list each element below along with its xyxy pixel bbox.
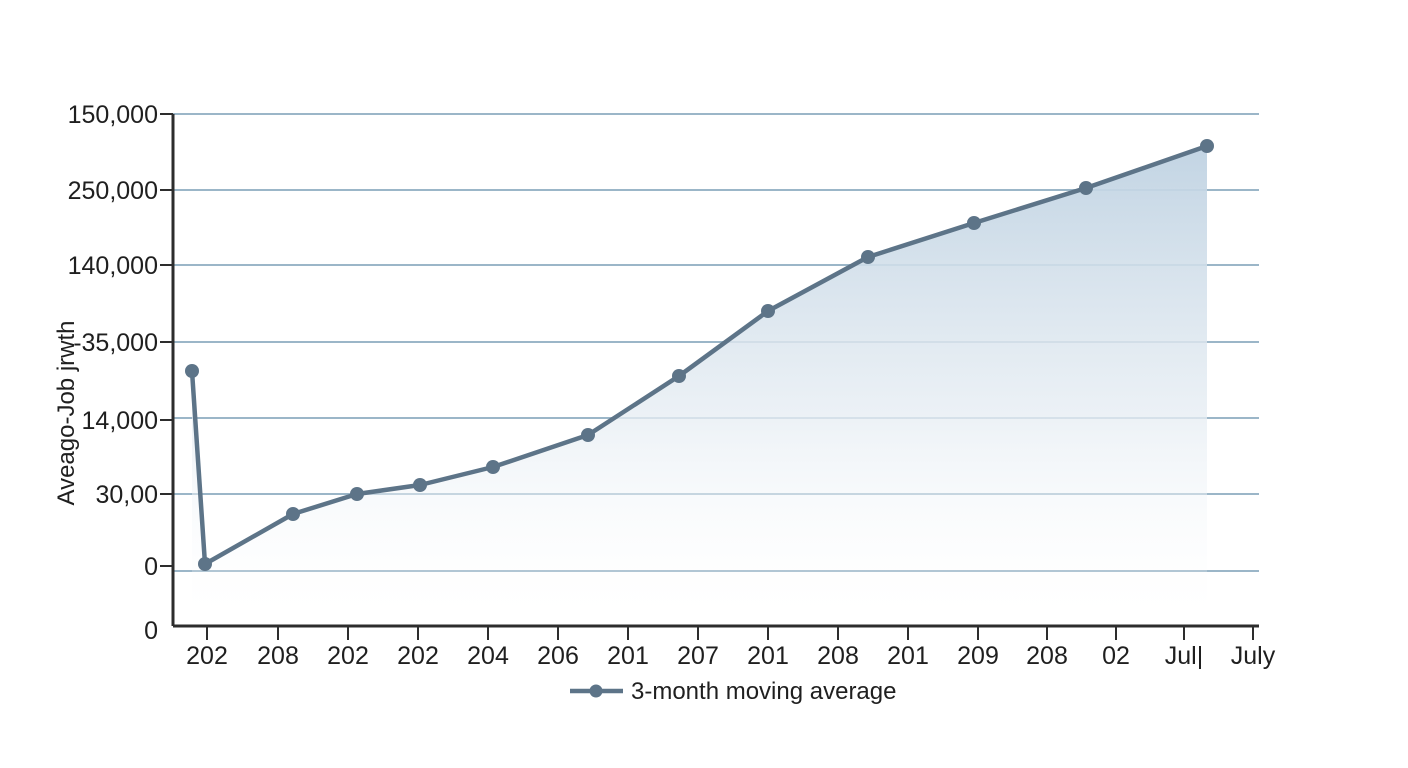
y-axis-ticks — [160, 113, 173, 567]
data-point — [1079, 181, 1093, 195]
x-tick-label: 201 — [887, 642, 929, 670]
x-tick-label: 208 — [257, 642, 299, 670]
y-axis-title: Aveago-Job jrwth — [53, 321, 80, 506]
data-point — [185, 364, 199, 378]
x-tick-label: 204 — [467, 642, 509, 670]
data-point — [286, 507, 300, 521]
data-point — [198, 557, 212, 571]
y-axis-labels: 150,000 250,000 140,000 -35,000 14,000 30,00 0… — [68, 101, 158, 645]
data-point — [672, 369, 686, 383]
y-tick-label: 150,000 — [68, 101, 158, 129]
x-tick-label: 206 — [537, 642, 579, 670]
x-tick-label: July — [1231, 642, 1276, 670]
x-tick-label: 202 — [186, 642, 228, 670]
x-tick-label: 207 — [677, 642, 719, 670]
data-point — [486, 460, 500, 474]
y-tick-label: -35,000 — [73, 329, 158, 357]
data-point — [350, 487, 364, 501]
axes — [171, 114, 1259, 628]
x-tick-label: 02 — [1102, 642, 1130, 670]
legend: 3-month moving average — [570, 678, 896, 705]
y-tick-label: 140,000 — [68, 252, 158, 280]
x-tick-label: Jul| — [1165, 642, 1203, 670]
data-point — [1200, 139, 1214, 153]
y-tick-label: 14,000 — [82, 407, 158, 435]
y-tick-label: 250,000 — [68, 177, 158, 205]
x-axis-ticks — [206, 626, 1254, 640]
data-point — [861, 250, 875, 264]
x-tick-label: 201 — [607, 642, 649, 670]
series-markers — [185, 139, 1214, 571]
y-tick-label: 30,00 — [95, 481, 158, 509]
x-tick-label: 208 — [817, 642, 859, 670]
x-tick-label: 208 — [1026, 642, 1068, 670]
x-tick-label: 202 — [327, 642, 369, 670]
y-tick-label: 0 — [144, 617, 158, 645]
data-point — [413, 478, 427, 492]
x-axis-labels: 202 208 202 202 204 206 201 207 201 208 201 209 208 0… — [186, 642, 1276, 670]
data-point — [581, 428, 595, 442]
x-tick-label: 201 — [747, 642, 789, 670]
data-point — [761, 304, 775, 318]
x-tick-label: 202 — [397, 642, 439, 670]
legend-marker-dot — [589, 684, 603, 698]
x-tick-label: 209 — [957, 642, 999, 670]
area-fill — [192, 146, 1207, 625]
legend-label: 3-month moving average — [631, 678, 896, 705]
data-point — [967, 216, 981, 230]
y-tick-label: 0 — [144, 553, 158, 581]
